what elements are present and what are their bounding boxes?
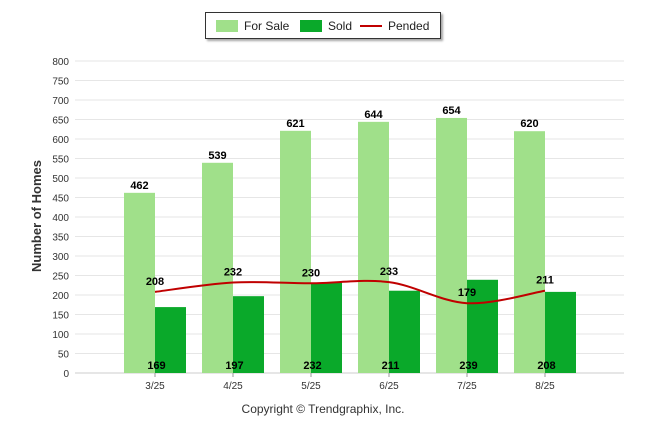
y-tick-label: 650 (52, 116, 69, 127)
label-pended: 179 (458, 287, 476, 299)
legend-label-for-sale: For Sale (244, 18, 290, 33)
y-tick-label: 50 (58, 350, 70, 361)
y-tick-label: 600 (52, 135, 69, 146)
x-tick-label: 3/25 (145, 381, 165, 392)
label-sold: 169 (147, 360, 165, 372)
legend-label-pended: Pended (388, 18, 430, 33)
y-tick-label: 550 (52, 155, 69, 166)
y-axis: 0 50 100 150 200 250 300 350 400 450 500 550 600 650 7… (52, 57, 69, 380)
copyright: Copyright © Trendgraphix, Inc. (241, 402, 405, 416)
x-tick-label: 6/25 (379, 381, 399, 392)
y-tick-label: 450 (52, 194, 69, 205)
x-tick-label: 7/25 (457, 381, 477, 392)
label-sold: 239 (459, 360, 477, 372)
y-tick-label: 300 (52, 252, 69, 263)
label-for-sale: 644 (364, 109, 383, 121)
bars (124, 117, 576, 373)
label-sold: 211 (382, 360, 400, 372)
label-for-sale: 539 (208, 150, 226, 162)
y-tick-label: 200 (52, 291, 69, 302)
legend-label-sold: Sold (328, 18, 353, 33)
label-sold: 208 (537, 360, 555, 372)
data-labels: 462 169 539 197 621 232 644 211 654 239 620 208 208 2… (130, 105, 555, 372)
x-tick-label: 4/25 (223, 381, 243, 392)
bar-for-sale[interactable] (436, 117, 467, 373)
legend-item-sold[interactable]: Sold (300, 13, 352, 38)
bar-sold[interactable] (311, 282, 342, 373)
pended-line (154, 279, 546, 305)
label-for-sale: 621 (286, 118, 304, 130)
label-pended: 230 (302, 267, 320, 279)
bar-for-sale[interactable] (202, 162, 233, 373)
label-pended: 208 (146, 276, 164, 288)
x-tick-label: 8/25 (535, 381, 555, 392)
label-pended: 233 (380, 266, 398, 278)
bar-sold[interactable] (233, 296, 264, 373)
y-tick-label: 150 (52, 311, 69, 322)
label-for-sale: 654 (442, 105, 461, 117)
y-tick-label: 700 (52, 96, 69, 107)
y-tick-label: 400 (52, 213, 69, 224)
bar-for-sale[interactable] (358, 121, 389, 373)
label-pended: 232 (224, 267, 242, 279)
bar-sold[interactable] (467, 279, 498, 373)
bar-sold[interactable] (389, 290, 420, 373)
legend: For Sale Sold Pended (205, 12, 441, 39)
y-tick-label: 800 (52, 57, 69, 68)
for-sale-swatch (216, 19, 238, 32)
bar-sold[interactable] (155, 307, 186, 373)
x-axis: 3/25 4/25 5/25 6/25 7/25 8/25 (145, 373, 555, 392)
bar-for-sale[interactable] (280, 130, 311, 373)
y-axis-title: Number of Homes (29, 160, 44, 272)
label-for-sale: 620 (520, 118, 538, 130)
y-tick-label: 0 (63, 369, 69, 380)
sold-swatch (300, 19, 322, 32)
bar-sold[interactable] (545, 291, 576, 373)
y-tick-label: 750 (52, 77, 69, 88)
label-pended: 211 (536, 275, 554, 287)
legend-item-for-sale[interactable]: For Sale (216, 13, 289, 38)
line-pended[interactable] (154, 279, 546, 305)
label-for-sale: 462 (130, 180, 148, 192)
x-tick-label: 5/25 (301, 381, 321, 392)
y-tick-label: 350 (52, 233, 69, 244)
bar-for-sale[interactable] (124, 192, 155, 373)
y-tick-label: 250 (52, 272, 69, 283)
pended-swatch (360, 24, 382, 27)
y-tick-label: 500 (52, 174, 69, 185)
y-tick-label: 100 (52, 330, 69, 341)
bar-for-sale[interactable] (514, 131, 545, 373)
label-sold: 232 (303, 360, 321, 372)
legend-item-pended[interactable]: Pended (360, 13, 429, 38)
label-sold: 197 (225, 360, 243, 372)
